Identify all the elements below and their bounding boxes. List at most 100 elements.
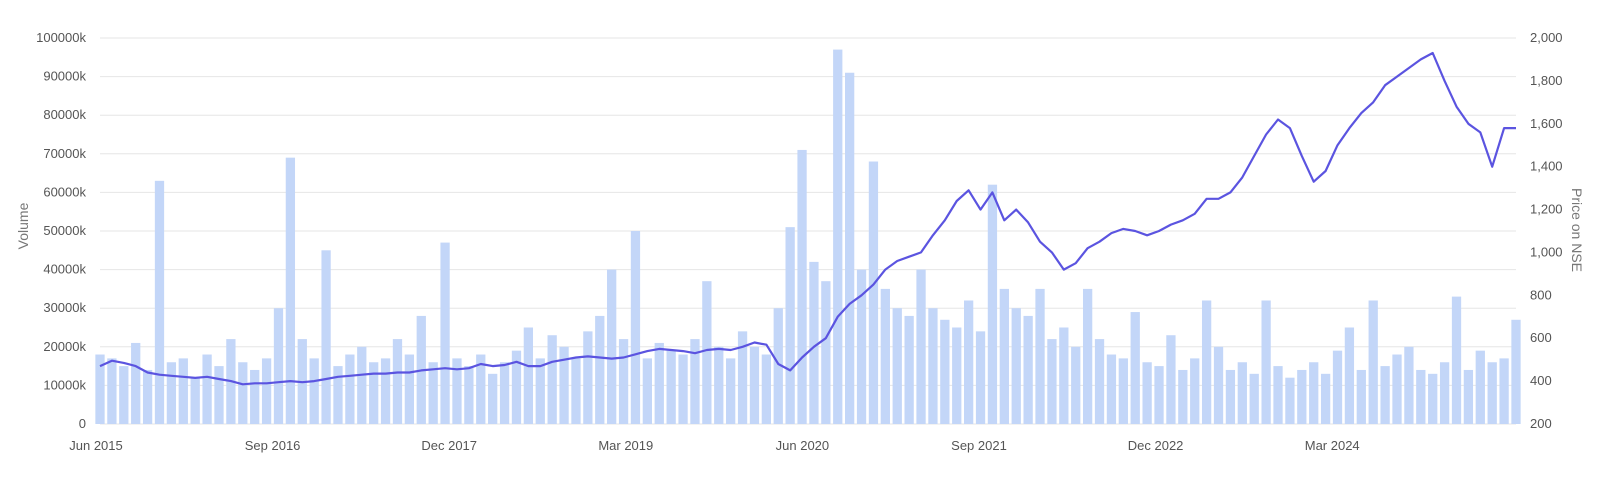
volume-bar: [607, 269, 617, 424]
volume-bar: [1011, 308, 1021, 424]
volume-bar: [380, 358, 391, 424]
volume-bar: [440, 242, 450, 424]
x-tick-label: Sep 2016: [245, 438, 301, 453]
volume-bar: [273, 308, 284, 424]
volume-bar: [1499, 358, 1509, 424]
volume-bar: [1166, 335, 1176, 424]
left-tick-label: 60000k: [43, 184, 86, 199]
volume-bar: [107, 358, 117, 424]
x-tick-label: Dec 2022: [1128, 438, 1184, 453]
left-tick-label: 80000k: [43, 107, 86, 122]
volume-bar: [928, 308, 938, 424]
volume-bar: [690, 339, 700, 424]
volume-bar: [904, 315, 914, 424]
price-line-layer: [99, 51, 1516, 386]
volume-bar: [1309, 362, 1319, 424]
volume-bar: [357, 346, 367, 424]
left-tick-label: 90000k: [43, 69, 86, 84]
volume-bar: [214, 366, 224, 424]
volume-bar: [142, 369, 153, 424]
volume-bar: [321, 250, 331, 424]
volume-bar: [1142, 362, 1152, 424]
volume-bar: [845, 72, 855, 425]
volume-bar: [1332, 350, 1343, 424]
right-tick-label: 1,000: [1530, 244, 1563, 259]
volume-bar: [404, 354, 415, 424]
volume-bar: [1178, 369, 1188, 424]
volume-bar: [702, 281, 712, 424]
volume-bar: [797, 149, 807, 424]
volume-bars: [95, 49, 1521, 425]
x-tick-label: Mar 2019: [598, 438, 653, 453]
volume-bar: [1201, 300, 1212, 424]
volume-bar: [1428, 373, 1438, 424]
volume-bar: [1213, 346, 1224, 424]
volume-bar: [666, 350, 676, 424]
volume-bar: [1297, 369, 1307, 424]
volume-bar: [178, 358, 188, 424]
volume-bar: [1047, 339, 1057, 424]
volume-bar: [250, 369, 260, 424]
x-tick-label: Jun 2015: [69, 438, 123, 453]
volume-bar: [1320, 373, 1331, 424]
volume-bar: [488, 373, 498, 424]
volume-bar: [547, 335, 557, 424]
volume-bar: [1094, 339, 1105, 424]
volume-bar: [1035, 288, 1045, 424]
volume-bar: [190, 377, 200, 424]
volume-bar: [856, 269, 867, 424]
volume-bar: [654, 342, 664, 424]
volume-bar: [595, 315, 605, 424]
volume-bar: [761, 354, 771, 424]
volume-bar: [940, 319, 950, 424]
volume-bar: [499, 362, 510, 424]
volume-bar: [630, 231, 641, 424]
volume-bar: [1416, 369, 1426, 424]
volume-bar: [119, 366, 129, 424]
volume-bar: [868, 161, 879, 424]
volume-bar: [1261, 300, 1271, 424]
volume-bar: [345, 354, 355, 424]
volume-bar: [642, 358, 653, 424]
right-tick-label: 1,200: [1530, 202, 1563, 217]
volume-bar: [535, 358, 545, 424]
volume-bar: [202, 354, 212, 424]
volume-bar: [999, 288, 1009, 424]
volume-bar: [1392, 354, 1402, 424]
x-axis-ticks: Jun 2015 Sep 2016 Dec 2017 Mar 2019 Jun 2020…: [69, 438, 1359, 453]
volume-bar: [1451, 296, 1462, 424]
price-line: [99, 51, 1516, 386]
volume-bar: [571, 358, 581, 424]
volume-bar: [833, 49, 843, 425]
left-tick-label: 70000k: [43, 146, 86, 161]
volume-bar: [1368, 300, 1378, 424]
volume-bar: [737, 331, 748, 424]
volume-bar: [916, 269, 926, 424]
volume-bar: [1059, 327, 1069, 424]
x-tick-label: Dec 2017: [421, 438, 477, 453]
volume-bar: [1071, 346, 1081, 424]
left-tick-label: 50000k: [43, 223, 86, 238]
volume-bar: [1249, 373, 1259, 424]
volume-bar: [154, 180, 165, 424]
volume-bar: [428, 362, 438, 424]
volume-bar: [963, 300, 974, 424]
volume-bar: [333, 366, 343, 424]
volume-bar: [95, 354, 105, 424]
volume-bar: [1380, 366, 1390, 424]
volume-bar: [392, 339, 403, 424]
right-axis-title: Price on NSE: [1569, 188, 1585, 272]
volume-bar: [166, 362, 177, 424]
left-axis-title: Volume: [15, 202, 31, 249]
right-tick-label: 600: [1530, 330, 1552, 345]
volume-bar: [726, 358, 736, 424]
right-tick-label: 1,400: [1530, 159, 1563, 174]
volume-bar: [1475, 350, 1485, 424]
volume-bar: [1487, 362, 1497, 424]
volume-bar: [987, 184, 998, 424]
volume-bar: [238, 362, 248, 424]
volume-bar: [452, 358, 462, 424]
volume-bar: [511, 350, 522, 424]
volume-bar: [1285, 377, 1295, 424]
